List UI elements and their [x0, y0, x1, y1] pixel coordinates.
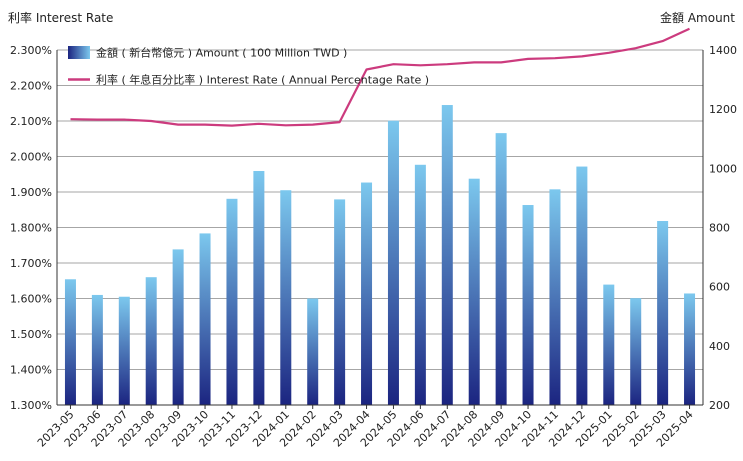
right-axis-tick-label: 600 [709, 281, 730, 294]
legend: 金額 ( 新台幣億元 ) Amount ( 100 Million TWD ) … [68, 46, 429, 87]
left-axis-tick-label: 1.800% [10, 222, 52, 235]
bar [603, 284, 615, 405]
right-axis-unit-label: 金額 Amount [660, 11, 735, 25]
bar [64, 279, 76, 405]
bar [199, 233, 211, 405]
bar [387, 120, 399, 406]
bar [307, 298, 319, 405]
left-axis-tick-label: 1.900% [10, 186, 52, 199]
left-axis-tick-label: 1.400% [10, 364, 52, 377]
right-axis-tick-label: 800 [709, 222, 730, 235]
left-axis-tick-label: 1.500% [10, 328, 52, 341]
bar [145, 277, 157, 405]
right-axis-tick-label: 400 [709, 340, 730, 353]
right-axis-tick-label: 1000 [709, 162, 737, 175]
bar [253, 170, 265, 405]
bar [522, 205, 534, 405]
bar [549, 189, 561, 405]
bar [468, 178, 480, 405]
bar [414, 164, 426, 405]
bar [226, 198, 238, 405]
rate-line [70, 27, 690, 127]
left-axis-tick-label: 2.000% [10, 151, 52, 164]
bar [334, 199, 346, 405]
left-axis-tick-label: 1.600% [10, 293, 52, 306]
right-axis-tick-label: 1200 [709, 103, 737, 116]
grid-lines [57, 49, 703, 406]
left-axis-tick-label: 2.300% [10, 44, 52, 57]
legend-swatch-amount [68, 46, 90, 59]
bar [172, 249, 184, 405]
legend-label-amount: 金額 ( 新台幣億元 ) Amount ( 100 Million TWD ) [96, 46, 347, 60]
bar [280, 190, 292, 405]
bar [495, 133, 507, 406]
left-axis-unit-label: 利率 Interest Rate [8, 11, 114, 25]
left-axis-tick-label: 2.200% [10, 80, 52, 93]
bar [657, 220, 669, 405]
line-series [70, 27, 690, 127]
bar [684, 293, 696, 405]
bar-series [64, 105, 696, 406]
bar [441, 105, 453, 406]
right-axis-tick-label: 200 [709, 399, 730, 412]
bar [576, 166, 588, 405]
left-axis-tick-label: 2.100% [10, 115, 52, 128]
right-axis-tick-label: 1400 [709, 44, 737, 57]
bar [361, 182, 373, 405]
left-axis-tick-label: 1.300% [10, 399, 52, 412]
bar [118, 296, 130, 405]
bar [91, 294, 103, 405]
legend-label-rate: 利率 ( 年息百分比率 ) Interest Rate ( Annual Per… [96, 73, 429, 87]
bar [630, 298, 642, 405]
left-axis-tick-label: 1.700% [10, 257, 52, 270]
